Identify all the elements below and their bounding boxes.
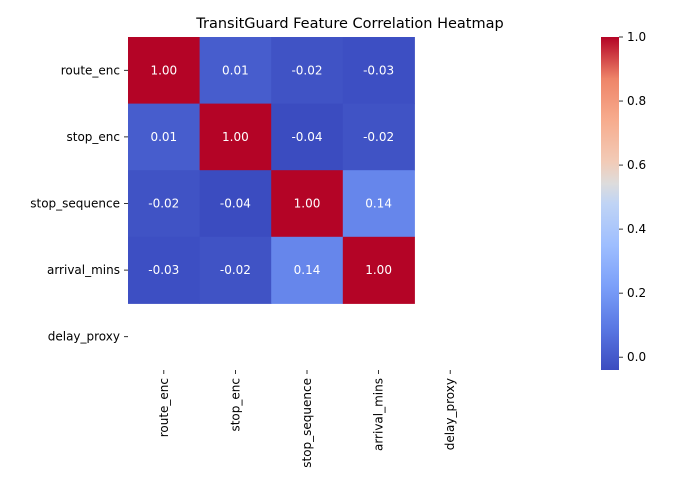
heatmap-cell-r2-c3 — [342, 170, 415, 238]
heatmap-cell-label-r0-c0: 1.00 — [150, 63, 177, 77]
heatmap-cell-r0-c2 — [271, 37, 344, 105]
y-tick-label-1: stop_enc — [66, 130, 120, 144]
heatmap-cell-r2-c2 — [271, 170, 344, 238]
chart-title: TransitGuard Feature Correlation Heatmap — [195, 16, 503, 32]
heatmap-cell-label-r1-c2: -0.04 — [291, 130, 322, 144]
x-tick-label-1: stop_enc — [228, 378, 242, 432]
heatmap-cell-r0-c0 — [128, 37, 201, 105]
heatmap-cell-r0-c1 — [199, 37, 272, 105]
heatmap-cell-r3-c3 — [342, 236, 415, 304]
heatmap-cell-label-r3-c1: -0.02 — [220, 263, 251, 277]
heatmap-cell-r3-c1 — [199, 236, 272, 304]
x-tick-label-2: stop_sequence — [300, 378, 314, 468]
y-tick-label-2: stop_sequence — [30, 197, 120, 211]
heatmap-cell-r1-c3 — [342, 103, 415, 171]
heatmap-cell-label-r2-c0: -0.02 — [148, 197, 179, 211]
y-tick-label-0: route_enc — [61, 63, 120, 77]
heatmap-cell-r3-c0 — [128, 236, 201, 304]
heatmap-cell-label-r0-c3: -0.03 — [363, 63, 394, 77]
colorbar-tick-label-2: 0.4 — [627, 222, 646, 236]
heatmap-cell-label-r0-c2: -0.02 — [291, 63, 322, 77]
y-tick-label-3: arrival_mins — [47, 263, 120, 277]
heatmap-cell-r3-c2 — [271, 236, 344, 304]
colorbar-tick-label-4: 0.8 — [627, 94, 646, 108]
heatmap-cell-label-r0-c1: 0.01 — [222, 63, 249, 77]
colorbar-tick-label-0: 0.0 — [627, 350, 646, 364]
heatmap-cell-label-r1-c3: -0.02 — [363, 130, 394, 144]
heatmap-cell-label-r3-c0: -0.03 — [148, 263, 179, 277]
colorbar-tick-label-5: 1.0 — [627, 30, 646, 44]
heatmap-cell-label-r3-c2: 0.14 — [294, 263, 321, 277]
heatmap-cell-r2-c1 — [199, 170, 272, 238]
heatmap-cell-label-r2-c1: -0.04 — [220, 197, 251, 211]
heatmap-cell-label-r1-c1: 1.00 — [222, 130, 249, 144]
heatmap-cell-r1-c2 — [271, 103, 344, 171]
heatmap-cell-r1-c1 — [199, 103, 272, 171]
heatmap-cell-r0-c3 — [342, 37, 415, 105]
y-tick-label-4: delay_proxy — [48, 330, 120, 344]
heatmap-cell-r1-c0 — [128, 103, 201, 171]
colorbar-tick-label-1: 0.2 — [627, 286, 646, 300]
heatmap-cell-label-r2-c2: 1.00 — [294, 197, 321, 211]
heatmap-cell-r2-c0 — [128, 170, 201, 238]
x-tick-label-3: arrival_mins — [372, 378, 386, 451]
x-tick-label-0: route_enc — [157, 378, 171, 437]
colorbar-tick-label-3: 0.6 — [627, 158, 646, 172]
heatmap-cell-label-r3-c3: 1.00 — [365, 263, 392, 277]
heatmap-cell-label-r2-c3: 0.14 — [365, 197, 392, 211]
heatmap-cell-label-r1-c0: 0.01 — [150, 130, 177, 144]
x-tick-label-4: delay_proxy — [443, 378, 457, 450]
colorbar — [601, 37, 619, 370]
